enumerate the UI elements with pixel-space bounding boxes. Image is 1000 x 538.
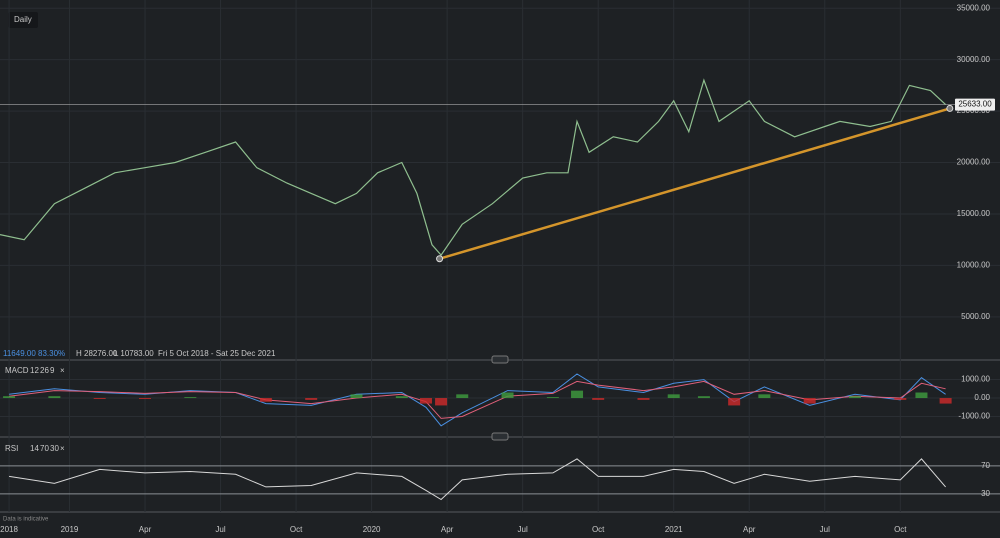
indicator-line <box>9 373 946 427</box>
histogram-bar <box>435 398 448 406</box>
y-tick-label: -1000.00 <box>958 412 990 421</box>
indicator-param: 70 <box>40 444 49 453</box>
indicator-title: RSI <box>5 444 18 453</box>
y-tick-label: 70 <box>981 461 990 470</box>
histogram-bar <box>571 390 584 399</box>
y-tick-label: 10000.00 <box>957 261 991 270</box>
histogram-bar <box>395 396 408 399</box>
histogram-bar <box>894 398 907 400</box>
histogram-bar <box>697 396 710 399</box>
x-tick-label: Oct <box>592 525 605 534</box>
histogram-bar <box>848 396 861 399</box>
histogram-bar <box>3 396 16 399</box>
histogram-bar <box>350 394 363 399</box>
histogram-bar <box>305 398 318 400</box>
last-price-box <box>955 98 995 111</box>
indicator-title: MACD <box>5 366 29 375</box>
stat-label: 11649.00 <box>3 349 36 358</box>
y-tick-label: 30000.00 <box>957 55 991 64</box>
interval-label[interactable]: Daily <box>14 15 32 24</box>
trendline-handle[interactable] <box>436 255 444 263</box>
indicator-param: 30 <box>50 444 59 453</box>
histogram-bar <box>915 392 928 399</box>
x-tick-label: Apr <box>743 525 756 534</box>
y-tick-label: 35000.00 <box>957 3 991 12</box>
histogram-bar <box>803 398 816 404</box>
last-price-label: 25633.00 <box>958 100 992 109</box>
indicator-param: 26 <box>40 366 49 375</box>
stat-label: Fri 5 Oct 2018 - Sat 25 Dec 2021 <box>158 349 276 358</box>
interval-button[interactable] <box>8 12 38 28</box>
y-tick-label: 20000.00 <box>957 158 991 167</box>
x-tick-label: Jul <box>820 525 830 534</box>
y-tick-label: 5000.00 <box>961 312 990 321</box>
histogram-bar <box>939 398 952 404</box>
resize-handle[interactable] <box>491 355 509 364</box>
x-tick-label: Oct <box>894 525 907 534</box>
indicator-close[interactable]: × <box>60 366 65 375</box>
x-tick-label: Apr <box>139 525 152 534</box>
stat-label: H 28276.00 <box>76 349 118 358</box>
y-tick-label: 0.00 <box>974 393 990 402</box>
histogram-bar <box>419 398 432 404</box>
trendline-handle[interactable] <box>946 104 954 112</box>
histogram-bar <box>592 398 605 400</box>
indicator-line <box>9 458 946 501</box>
disclaimer: Data is indicative <box>3 517 49 523</box>
y-tick-label: 1000.00 <box>961 375 990 384</box>
x-tick-label: Apr <box>441 525 454 534</box>
x-tick-label: Jul <box>518 525 528 534</box>
histogram-bar <box>758 394 771 399</box>
histogram-bar <box>456 394 469 399</box>
x-tick-label: Oct <box>290 525 303 534</box>
x-tick-label: Jul <box>215 525 225 534</box>
y-tick-label: 25000.00 <box>957 106 991 115</box>
price-line <box>0 78 947 257</box>
histogram-bar <box>728 398 741 406</box>
histogram-bar <box>259 398 272 402</box>
histogram-bar <box>139 398 152 399</box>
indicator-param: 9 <box>50 366 55 375</box>
indicator-param: 14 <box>30 444 39 453</box>
stat-label: 83.30% <box>38 349 65 358</box>
x-tick-label: 2019 <box>61 525 79 534</box>
x-tick-label: 2020 <box>363 525 381 534</box>
histogram-bar <box>501 392 514 399</box>
histogram-bar <box>637 398 650 400</box>
y-tick-label: 30 <box>981 489 990 498</box>
trendline <box>439 107 951 260</box>
histogram-bar <box>48 396 61 399</box>
indicator-param: 12 <box>30 366 39 375</box>
indicator-close[interactable]: × <box>60 444 65 453</box>
histogram-bar <box>93 398 106 399</box>
histogram-bar <box>667 394 680 399</box>
histogram-bar <box>184 397 197 399</box>
x-tick-label: 2018 <box>0 525 18 534</box>
stat-label: L 10783.00 <box>114 349 154 358</box>
resize-handle[interactable] <box>491 432 509 441</box>
x-tick-label: 2021 <box>665 525 683 534</box>
y-tick-label: 15000.00 <box>957 209 991 218</box>
histogram-bar <box>546 397 559 399</box>
